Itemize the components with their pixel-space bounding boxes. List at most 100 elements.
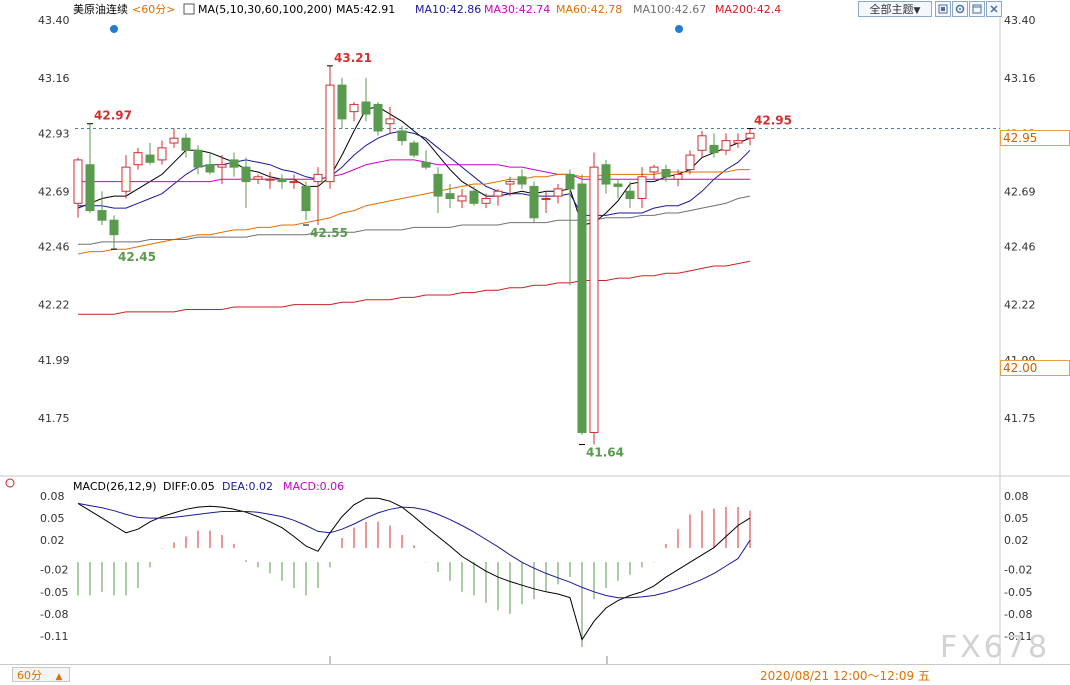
y-tick-label-right: 42.69 — [1004, 185, 1036, 198]
ma-legend-icon — [183, 3, 195, 15]
candle-body — [505, 181, 515, 185]
macd-dea: DEA:0.02 — [222, 480, 273, 493]
macd-tick-right: -0.08 — [1004, 608, 1032, 621]
candle-body — [457, 195, 467, 202]
watermark-logo: FX678 — [940, 630, 1051, 665]
time-range-label: 2020/08/21 12:00～12:09 五 — [760, 669, 930, 683]
candle-body — [697, 135, 707, 151]
macd-histogram — [77, 507, 751, 648]
last-price-tag: 42.95 — [1000, 130, 1070, 146]
period-selector-button[interactable]: 60分 ▲ — [12, 667, 70, 682]
candle-body — [301, 185, 311, 212]
candle-body — [397, 130, 407, 142]
candles — [73, 65, 755, 445]
ma-line-ma30 — [78, 159, 750, 183]
candle-body — [673, 173, 683, 180]
candle-body — [121, 166, 131, 192]
candle-body — [169, 137, 179, 144]
legend-ma200: MA200:42.4 — [715, 3, 781, 16]
candle-body — [277, 178, 287, 183]
macd-tick-left: -0.05 — [40, 586, 68, 599]
candle-body — [541, 197, 551, 200]
window-list-icon[interactable] — [935, 1, 951, 17]
candle-body — [565, 173, 575, 190]
candle-body — [553, 188, 563, 197]
y-tick-label-right: 42.46 — [1004, 241, 1036, 254]
candle-body — [733, 140, 743, 144]
candle-body — [205, 164, 215, 173]
candle-body — [181, 137, 191, 151]
candle-body — [685, 154, 695, 171]
macd-tick-left: -0.11 — [40, 630, 68, 643]
candle-body — [373, 103, 383, 132]
legend-ma30: MA30:42.74 — [484, 3, 550, 16]
ma-line-ma100 — [78, 195, 751, 245]
y-tick-label-left: 42.93 — [38, 127, 70, 140]
legend-symbol: 美原油连续 — [73, 2, 128, 16]
legend-ma-params: MA(5,10,30,60,100,200) — [198, 3, 332, 16]
candle-body — [445, 193, 455, 199]
macd-tick-right: 0.05 — [1004, 512, 1029, 525]
candle-body — [709, 144, 719, 154]
legend-ma100: MA100:42.67 — [633, 3, 706, 16]
macd-diff-line — [77, 497, 751, 641]
y-tick-label-left: 42.46 — [38, 241, 70, 254]
candle-body — [193, 149, 203, 168]
candle-body — [145, 154, 155, 163]
candle-body — [73, 159, 83, 204]
candle-body — [109, 219, 119, 236]
legend-ma5: MA5:42.91 — [336, 3, 395, 16]
annotation-label: 41.64 — [586, 446, 624, 460]
candle-body — [325, 84, 335, 183]
candle-body — [517, 176, 527, 185]
y-tick-label-left: 43.40 — [38, 14, 70, 27]
candle-body — [721, 140, 731, 151]
macd-tick-right: -0.02 — [1004, 564, 1032, 577]
candle-body — [601, 164, 611, 185]
y-tick-label-left: 42.22 — [38, 299, 70, 312]
macd-legend: MACD(26,12,9) DIFF:0.05 DEA:0.02 MACD:0.06 — [5, 478, 344, 493]
candle-body — [157, 147, 167, 161]
candle-body — [661, 169, 671, 178]
annotation-label: 42.97 — [94, 109, 132, 123]
candle-body — [433, 173, 443, 197]
theme-selector-button[interactable]: 全部主题▼ — [858, 1, 932, 17]
candle-body — [241, 166, 251, 183]
macd-tick-left: 0.08 — [40, 490, 65, 503]
event-marker — [110, 25, 118, 33]
candle-body — [337, 84, 347, 120]
annotation-label: 42.55 — [310, 226, 348, 240]
y-tick-label-right: 42.22 — [1004, 299, 1036, 312]
close-icon[interactable] — [986, 1, 1002, 17]
annotation-label: 42.45 — [118, 250, 156, 264]
macd-dea-line — [77, 502, 751, 599]
annotation-label: 42.95 — [754, 114, 792, 128]
y-tick-label-right: 43.40 — [1004, 14, 1036, 27]
candle-body — [613, 183, 623, 187]
candle-body — [97, 210, 107, 221]
maximize-icon[interactable] — [969, 1, 985, 17]
macd-settings-icon — [5, 478, 15, 488]
candle-body — [289, 181, 299, 184]
macd-tick-right: 0.02 — [1004, 534, 1029, 547]
candle-body — [745, 132, 755, 139]
settings-icon[interactable] — [952, 1, 968, 17]
ma-legend: 美原油连续 <60分> MA(5,10,30,60,100,200) MA5:42.9… — [73, 2, 781, 16]
level-price-tag: 42.00 — [1000, 360, 1070, 376]
ma-line-ma5 — [77, 106, 751, 226]
candle-body — [637, 176, 647, 199]
macd-tick-right: -0.11 — [1004, 630, 1032, 643]
candle-body — [133, 152, 143, 166]
candle-body — [85, 164, 95, 212]
event-marker — [675, 25, 683, 33]
legend-ma60: MA60:42.78 — [556, 3, 622, 16]
candle-body — [481, 197, 491, 204]
candle-body — [589, 166, 599, 433]
candle-body — [625, 190, 635, 199]
ma-line-ma60 — [77, 169, 750, 255]
legend-period: <60分> — [132, 3, 175, 16]
candle-body — [265, 178, 275, 181]
candle-body — [409, 142, 419, 156]
macd-tick-right: 0.08 — [1004, 490, 1029, 503]
